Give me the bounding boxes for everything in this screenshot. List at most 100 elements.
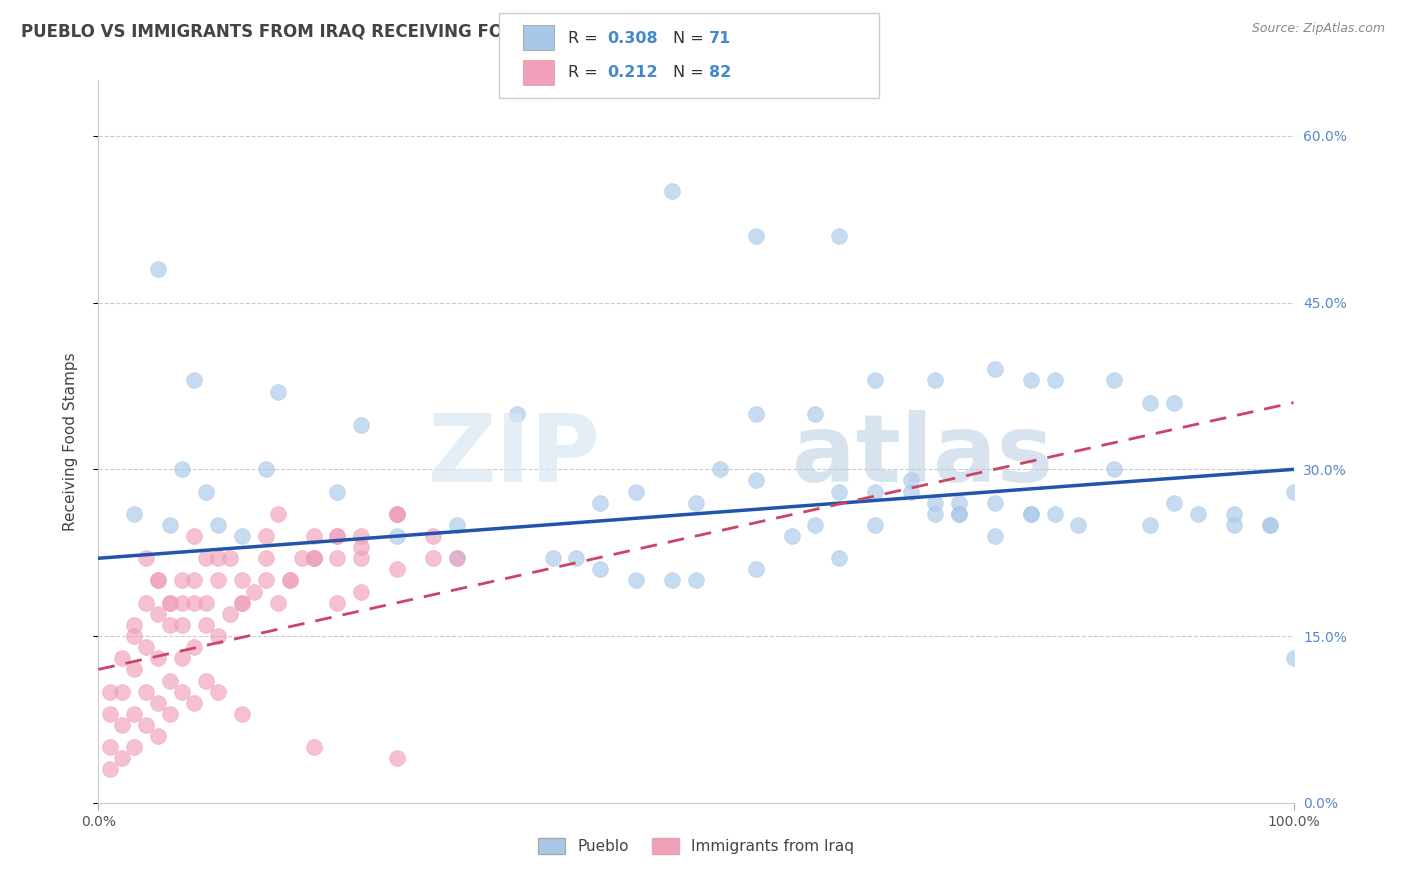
Point	[183, 596, 205, 610]
Point	[159, 517, 181, 532]
Point	[254, 462, 277, 476]
Point	[350, 529, 373, 543]
Point	[661, 574, 683, 588]
Point	[1223, 507, 1246, 521]
Point	[98, 763, 122, 777]
Point	[804, 407, 827, 421]
Point	[446, 517, 468, 532]
Point	[183, 640, 205, 655]
Point	[780, 529, 803, 543]
Point	[231, 706, 253, 721]
Point	[626, 484, 648, 499]
Text: R =: R =	[568, 65, 607, 80]
Point	[828, 551, 851, 566]
Point	[1223, 517, 1246, 532]
Point	[124, 629, 146, 643]
Text: atlas: atlas	[792, 410, 1053, 502]
Point	[1187, 507, 1209, 521]
Point	[172, 596, 194, 610]
Point	[124, 706, 146, 721]
Point	[207, 551, 229, 566]
Point	[302, 740, 325, 755]
Point	[984, 529, 1007, 543]
Point	[302, 551, 325, 566]
Point	[135, 551, 157, 566]
Point	[98, 740, 122, 755]
Point	[1139, 517, 1161, 532]
Point	[195, 551, 218, 566]
Point	[243, 584, 266, 599]
Point	[231, 574, 253, 588]
Point	[865, 517, 887, 532]
Text: 71: 71	[709, 31, 731, 46]
Point	[254, 574, 277, 588]
Legend: Pueblo, Immigrants from Iraq: Pueblo, Immigrants from Iraq	[531, 832, 860, 860]
Point	[326, 484, 349, 499]
Point	[148, 574, 170, 588]
Point	[124, 507, 146, 521]
Point	[984, 496, 1007, 510]
Point	[865, 484, 887, 499]
Point	[267, 596, 290, 610]
Point	[1163, 395, 1185, 409]
Point	[1104, 373, 1126, 387]
Point	[195, 484, 218, 499]
Point	[745, 407, 768, 421]
Point	[148, 262, 170, 277]
Point	[148, 696, 170, 710]
Point	[124, 618, 146, 632]
Point	[685, 574, 707, 588]
Point	[302, 551, 325, 566]
Point	[207, 517, 229, 532]
Point	[219, 607, 242, 621]
Point	[1258, 517, 1281, 532]
Point	[385, 751, 409, 765]
Point	[745, 228, 768, 243]
Point	[195, 596, 218, 610]
Text: 0.308: 0.308	[607, 31, 658, 46]
Point	[231, 596, 253, 610]
Point	[148, 574, 170, 588]
Point	[135, 718, 157, 732]
Point	[135, 596, 157, 610]
Text: N =: N =	[673, 31, 710, 46]
Point	[948, 507, 970, 521]
Point	[219, 551, 242, 566]
Point	[148, 729, 170, 743]
Point	[172, 462, 194, 476]
Point	[148, 607, 170, 621]
Point	[267, 507, 290, 521]
Point	[254, 551, 277, 566]
Point	[865, 373, 887, 387]
Text: Source: ZipAtlas.com: Source: ZipAtlas.com	[1251, 22, 1385, 36]
Point	[900, 484, 922, 499]
Point	[326, 529, 349, 543]
Point	[195, 673, 218, 688]
Point	[111, 718, 134, 732]
Point	[183, 574, 205, 588]
Text: PUEBLO VS IMMIGRANTS FROM IRAQ RECEIVING FOOD STAMPS CORRELATION CHART: PUEBLO VS IMMIGRANTS FROM IRAQ RECEIVING…	[21, 22, 818, 40]
Point	[385, 507, 409, 521]
Point	[446, 551, 468, 566]
Point	[1163, 496, 1185, 510]
Text: ZIP: ZIP	[427, 410, 600, 502]
Point	[254, 529, 277, 543]
Point	[900, 474, 922, 488]
Point	[948, 496, 970, 510]
Point	[124, 740, 146, 755]
Point	[385, 507, 409, 521]
Point	[565, 551, 588, 566]
Point	[422, 551, 444, 566]
Point	[172, 618, 194, 632]
Point	[446, 551, 468, 566]
Point	[661, 185, 683, 199]
Y-axis label: Receiving Food Stamps: Receiving Food Stamps	[63, 352, 77, 531]
Text: 82: 82	[709, 65, 731, 80]
Point	[302, 551, 325, 566]
Point	[326, 529, 349, 543]
Point	[98, 706, 122, 721]
Point	[589, 562, 612, 576]
Point	[1019, 507, 1042, 521]
Point	[148, 651, 170, 665]
Point	[278, 574, 301, 588]
